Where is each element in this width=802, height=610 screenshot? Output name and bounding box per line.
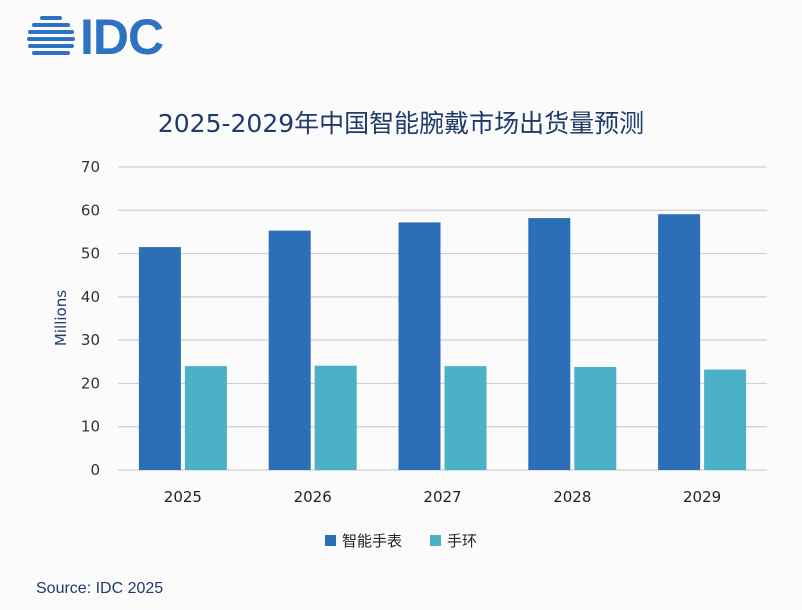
legend-label-smartwatch: 智能手表: [341, 532, 402, 550]
legend-label-band: 手环: [447, 532, 478, 550]
idc-logo-text: IDC: [80, 9, 164, 65]
bar-smartwatch-2026: [268, 230, 311, 470]
legend-item-smartwatch: 智能手表: [324, 530, 402, 551]
y-tick-label: 20: [81, 374, 100, 392]
legend-item-band: 手环: [430, 530, 477, 551]
bar-band-2029: [704, 369, 747, 470]
legend-swatch-smartwatch: [324, 535, 336, 546]
bar-smartwatch-2028: [528, 218, 571, 470]
bars: [138, 214, 747, 470]
x-tick-label: 2029: [683, 488, 721, 506]
y-tick-label: 40: [81, 288, 100, 306]
bar-smartwatch-2027: [398, 222, 441, 470]
idc-globe-icon: [27, 16, 75, 55]
y-tick-label: 30: [81, 331, 100, 349]
bar-smartwatch-2029: [658, 214, 701, 470]
y-tick-label: 50: [81, 245, 100, 263]
legend-swatch-band: [430, 535, 441, 546]
y-axis-label: Millions: [52, 290, 70, 346]
y-tick-label: 60: [81, 201, 100, 219]
idc-logo: IDC: [26, 9, 164, 65]
legend: 智能手表 手环: [0, 530, 802, 551]
bar-band-2025: [184, 366, 227, 470]
x-tick-label: 2025: [164, 488, 202, 506]
y-tick-label: 0: [90, 461, 100, 479]
chart-title: 2025-2029年中国智能腕戴市场出货量预测: [157, 109, 645, 138]
bar-band-2028: [574, 366, 617, 470]
x-tick-label: 2027: [423, 488, 461, 506]
x-tick-label: 2028: [553, 488, 591, 506]
bar-band-2026: [314, 365, 357, 470]
bar-smartwatch-2025: [138, 247, 181, 470]
y-tick-label: 10: [81, 418, 100, 436]
x-axis-ticks: 2025 2026 2027 2028 2029: [164, 488, 721, 506]
x-tick-label: 2026: [294, 488, 332, 506]
bar-band-2027: [444, 366, 487, 470]
y-tick-label: 70: [81, 158, 100, 176]
source-note: Source: IDC 2025: [36, 580, 164, 597]
y-axis-ticks: 0 10 20 30 40 50 60 70: [81, 158, 100, 479]
